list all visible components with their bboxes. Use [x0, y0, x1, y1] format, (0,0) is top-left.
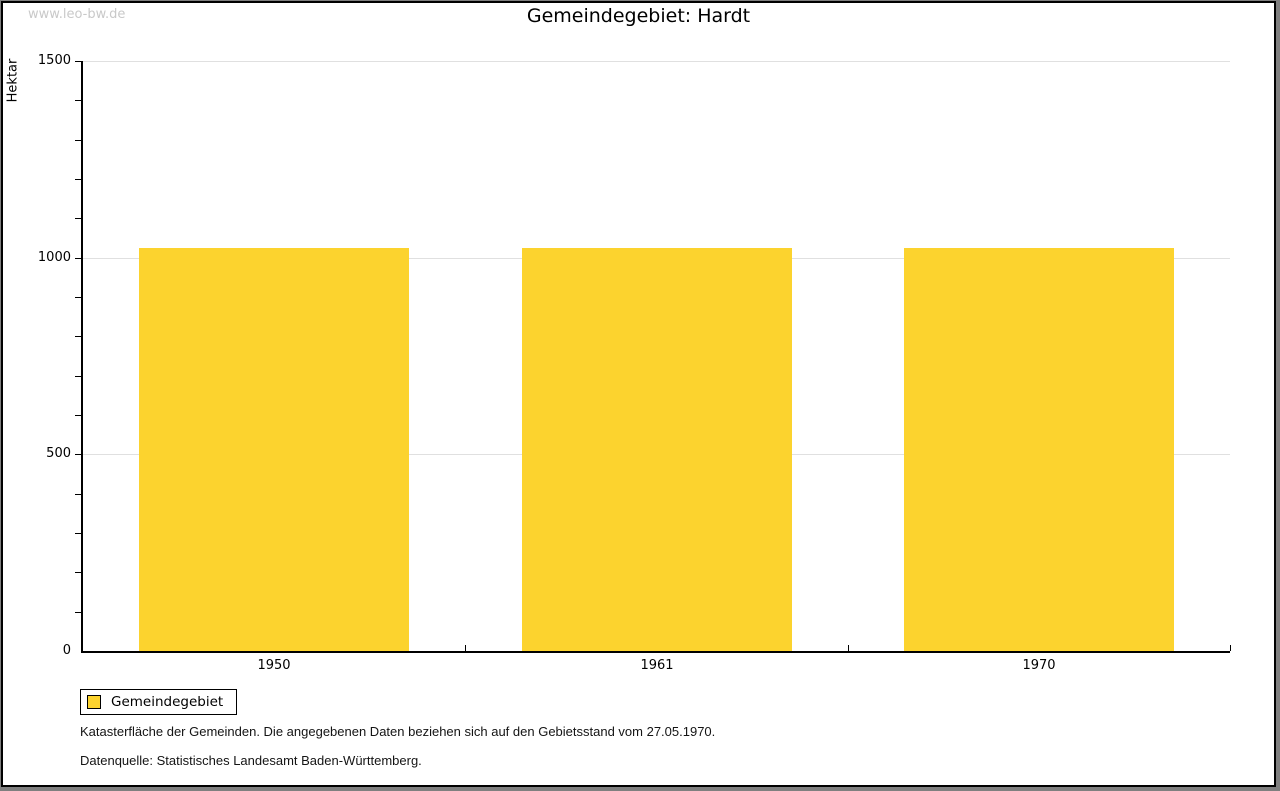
x-tick-label: 1950: [257, 658, 291, 673]
y-tick: [75, 100, 81, 101]
y-tick: [75, 415, 81, 416]
category-separator-tick: [1230, 645, 1231, 651]
x-tick-label: 1961: [640, 658, 674, 673]
y-tick: [75, 218, 81, 219]
y-tick: [75, 336, 81, 337]
y-tick: [75, 494, 81, 495]
category-separator-tick: [848, 645, 849, 651]
y-tick-label: 0: [62, 643, 71, 658]
y-tick-label: 1500: [37, 53, 71, 68]
y-tick-label: 500: [46, 446, 71, 461]
y-tick: [75, 297, 81, 298]
legend-swatch: [87, 695, 101, 709]
bar: [522, 248, 792, 651]
bar: [904, 248, 1174, 651]
y-tick-label: 1000: [37, 250, 71, 265]
y-tick: [75, 572, 81, 573]
watermark-url: www.leo-bw.de: [28, 7, 126, 22]
caption-source: Datenquelle: Statistisches Landesamt Bad…: [80, 753, 422, 768]
legend-label: Gemeindegebiet: [111, 694, 224, 710]
x-axis: [81, 651, 1230, 653]
y-tick: [75, 258, 81, 259]
y-axis: [81, 61, 83, 651]
legend: Gemeindegebiet: [80, 689, 238, 715]
y-tick: [75, 454, 81, 455]
y-tick: [75, 376, 81, 377]
y-gridline: [83, 61, 1230, 62]
plot-area: 0 500 1000 1500 1950 1961 1970: [3, 3, 1274, 785]
caption-note: Katasterfläche der Gemeinden. Die angege…: [80, 724, 716, 739]
y-tick: [75, 179, 81, 180]
bar: [139, 248, 409, 651]
y-tick: [75, 533, 81, 534]
x-tick-label: 1970: [1022, 658, 1056, 673]
category-separator-tick: [465, 645, 466, 651]
y-tick: [75, 61, 81, 62]
chart-title: Gemeindegebiet: Hardt: [526, 5, 751, 27]
y-tick: [75, 140, 81, 141]
y-tick: [75, 612, 81, 613]
